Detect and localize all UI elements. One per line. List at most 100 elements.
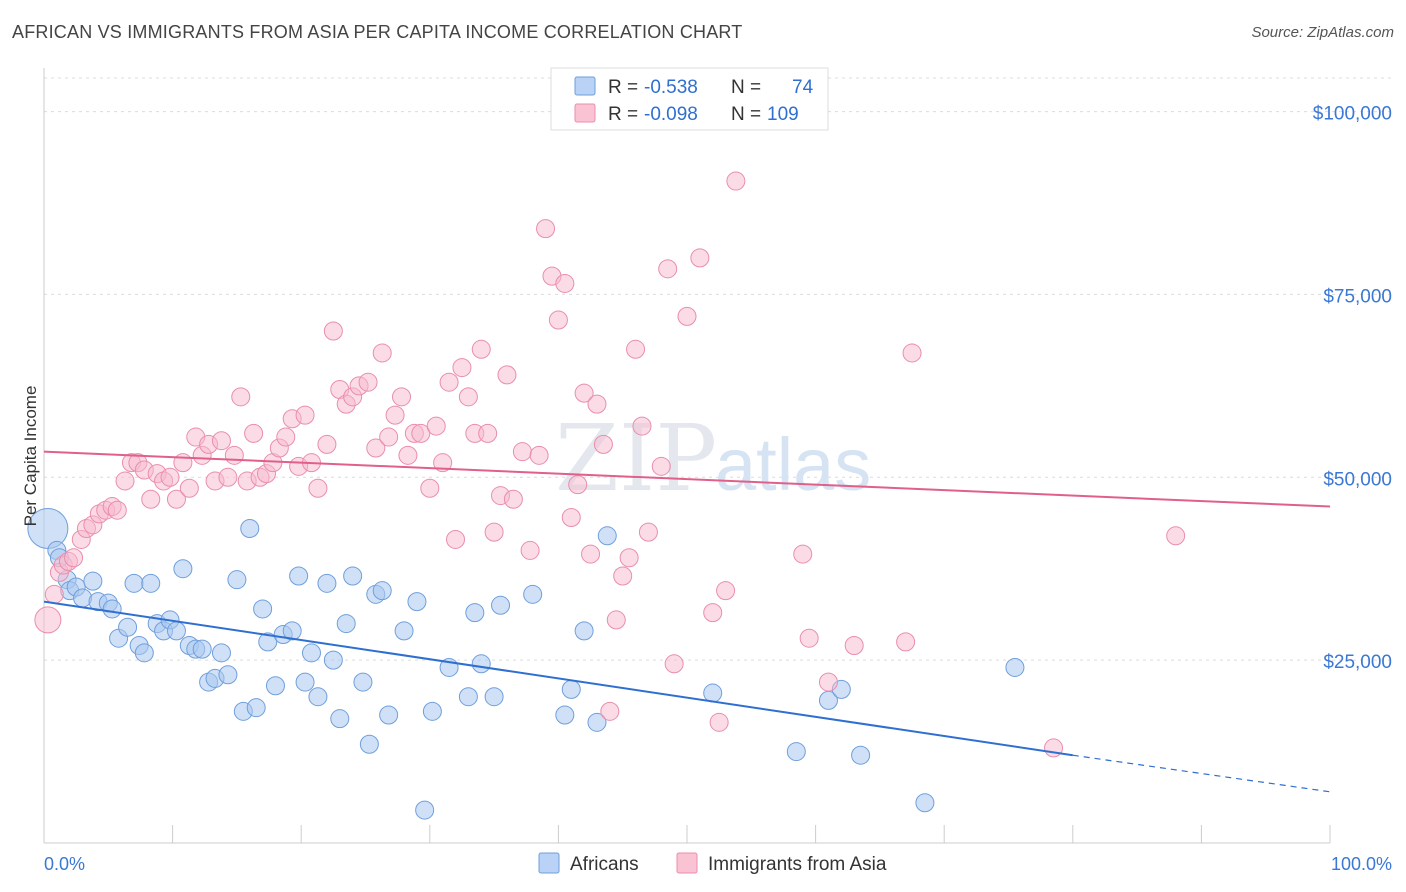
point-africans bbox=[330, 709, 350, 729]
point-asia bbox=[896, 632, 916, 652]
point-asia bbox=[690, 248, 710, 268]
stats-r-label-2: R = bbox=[608, 104, 638, 125]
stats-n-value-1: 74 bbox=[792, 77, 814, 98]
point-asia bbox=[211, 431, 231, 451]
point-asia bbox=[179, 478, 199, 498]
point-asia bbox=[392, 387, 412, 407]
stats-r-value-2: -0.098 bbox=[644, 104, 698, 125]
point-africans bbox=[359, 734, 379, 754]
chart-source: Source: ZipAtlas.com bbox=[1251, 24, 1394, 41]
point-asia bbox=[358, 372, 378, 392]
point-asia bbox=[613, 566, 633, 586]
point-asia bbox=[529, 445, 549, 465]
y-tick-labels: $25,000 $50,000 $75,000 $100,000 bbox=[1313, 104, 1392, 674]
point-asia bbox=[439, 372, 459, 392]
stats-r-value-1: -0.538 bbox=[644, 77, 698, 98]
stats-r-label-1: R = bbox=[608, 77, 638, 98]
point-africans bbox=[597, 526, 617, 546]
point-asia bbox=[600, 701, 620, 721]
watermark-atlas: atlas bbox=[715, 423, 871, 506]
point-asia bbox=[799, 628, 819, 648]
point-asia bbox=[420, 478, 440, 498]
point-asia bbox=[372, 343, 392, 363]
point-asia bbox=[593, 434, 613, 454]
point-asia bbox=[446, 529, 466, 549]
point-africans bbox=[301, 643, 321, 663]
trend-lines bbox=[43, 450, 1331, 793]
point-africans bbox=[703, 683, 723, 703]
point-africans bbox=[83, 571, 103, 591]
point-asia bbox=[503, 489, 523, 509]
point-asia bbox=[64, 548, 84, 568]
point-asia bbox=[606, 610, 626, 630]
point-africans bbox=[295, 672, 315, 692]
point-africans bbox=[240, 518, 260, 538]
point-africans bbox=[118, 617, 138, 637]
point-asia bbox=[632, 416, 652, 436]
point-asia bbox=[34, 606, 62, 634]
point-africans bbox=[353, 672, 373, 692]
point-africans bbox=[465, 603, 485, 623]
stats-swatch-asia bbox=[574, 103, 596, 123]
point-asia bbox=[231, 387, 251, 407]
point-asia bbox=[398, 445, 418, 465]
point-asia bbox=[160, 467, 180, 487]
point-africans bbox=[915, 793, 935, 813]
point-africans bbox=[471, 654, 491, 674]
y-tick-label: $75,000 bbox=[1323, 286, 1392, 307]
point-asia bbox=[366, 438, 386, 458]
point-africans bbox=[211, 643, 231, 663]
stats-n-label-1: N = bbox=[731, 77, 761, 98]
watermark: ZIP atlas bbox=[555, 405, 871, 512]
point-asia bbox=[224, 445, 244, 465]
point-africans bbox=[289, 566, 309, 586]
x-tick-label-start: 0.0% bbox=[44, 854, 85, 874]
point-africans bbox=[227, 570, 247, 590]
point-africans bbox=[253, 599, 273, 619]
point-asia bbox=[520, 540, 540, 560]
point-africans bbox=[102, 599, 122, 619]
point-africans bbox=[124, 573, 144, 593]
legend-swatch-africans bbox=[538, 852, 560, 874]
point-asia bbox=[452, 358, 472, 378]
point-asia bbox=[716, 581, 736, 601]
point-asia bbox=[295, 405, 315, 425]
point-asia bbox=[323, 321, 343, 341]
point-africans bbox=[555, 705, 575, 725]
point-africans bbox=[141, 573, 161, 593]
point-asia bbox=[703, 603, 723, 623]
point-asia bbox=[658, 259, 678, 279]
point-asia bbox=[107, 500, 127, 520]
point-asia bbox=[587, 394, 607, 414]
point-asia bbox=[411, 423, 431, 443]
point-africans bbox=[561, 679, 581, 699]
grid-lines bbox=[44, 77, 1392, 661]
stats-n-label-2: N = bbox=[731, 104, 761, 125]
point-asia bbox=[568, 475, 588, 495]
point-asia bbox=[141, 489, 161, 509]
y-tick-label: $50,000 bbox=[1323, 469, 1392, 490]
stats-n-value-2: 109 bbox=[767, 104, 799, 125]
legend-swatch-asia bbox=[676, 852, 698, 874]
point-asia bbox=[484, 522, 504, 542]
point-asia bbox=[561, 508, 581, 528]
y-tick-label: $25,000 bbox=[1323, 652, 1392, 673]
point-asia bbox=[793, 544, 813, 564]
point-africans bbox=[323, 650, 343, 670]
chart-title: AFRICAN VS IMMIGRANTS FROM ASIA PER CAPI… bbox=[12, 22, 743, 42]
point-asia bbox=[626, 339, 646, 359]
point-africans bbox=[308, 687, 328, 707]
point-asia bbox=[726, 171, 746, 191]
point-asia bbox=[317, 434, 337, 454]
point-asia bbox=[818, 672, 838, 692]
point-asia bbox=[478, 423, 498, 443]
point-asia bbox=[433, 453, 453, 473]
y-axis-label: Per Capita Income bbox=[21, 386, 40, 527]
point-asia bbox=[308, 478, 328, 498]
point-africans bbox=[587, 712, 607, 732]
point-asia bbox=[555, 273, 575, 293]
point-africans bbox=[458, 687, 478, 707]
point-africans bbox=[379, 705, 399, 725]
point-africans bbox=[851, 745, 871, 765]
point-asia bbox=[379, 427, 399, 447]
